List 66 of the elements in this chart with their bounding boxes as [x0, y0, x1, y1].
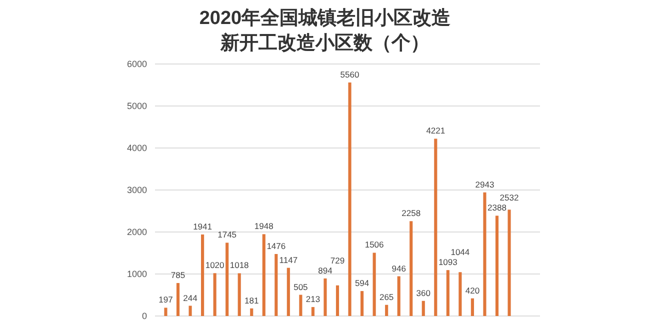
bar: [360, 291, 364, 316]
data-label: 505: [294, 282, 308, 292]
bar: [286, 268, 290, 316]
bar: [262, 234, 266, 316]
bar: [508, 210, 511, 316]
y-tick-label: 1000: [126, 269, 147, 280]
data-label: 244: [183, 292, 198, 303]
bar: [422, 300, 425, 316]
y-tick-label: 5000: [126, 101, 147, 112]
data-label: 197: [158, 294, 174, 305]
bar: [176, 283, 180, 316]
bar: [311, 307, 314, 316]
data-label: 1093: [438, 257, 458, 268]
bar: [226, 242, 229, 316]
data-label: 1044: [450, 247, 470, 258]
bar: [201, 234, 204, 316]
data-label: 420: [465, 285, 480, 296]
bar: [385, 304, 388, 316]
data-label: 1476: [266, 241, 286, 252]
data-label: 2388: [488, 202, 507, 213]
bar: [495, 216, 499, 316]
data-label: 1941: [193, 221, 212, 232]
bar: [410, 221, 413, 316]
bar: [446, 270, 450, 316]
data-label: 360: [416, 288, 431, 298]
data-label: 265: [379, 292, 394, 302]
bar: [188, 306, 192, 316]
data-label: 785: [170, 270, 186, 280]
bar: [299, 294, 302, 316]
bar: [458, 272, 462, 316]
data-label: 1018: [230, 260, 250, 270]
data-label: 2258: [402, 208, 421, 218]
chart-title: 2020年全国城镇老旧小区改造新开工改造小区数（个）: [199, 7, 452, 54]
data-label: 181: [244, 295, 259, 306]
data-label: 594: [354, 278, 370, 288]
bar: [324, 278, 327, 316]
data-label: 1506: [364, 240, 384, 250]
data-label: 5560: [340, 69, 360, 80]
y-tick-label: 4000: [126, 143, 147, 154]
bar: [213, 273, 216, 316]
data-label: 213: [306, 294, 320, 304]
data-label: 729: [330, 255, 345, 266]
bar: [250, 308, 254, 316]
bar: [397, 276, 400, 316]
bar: [483, 192, 486, 316]
bar: [348, 82, 352, 316]
bar: [336, 285, 340, 316]
data-label: 1147: [279, 254, 298, 265]
bar: [372, 252, 376, 316]
data-label: 894: [318, 265, 333, 276]
data-label: 1948: [254, 221, 274, 232]
y-tick-label: 2000: [126, 227, 147, 238]
data-label: 2532: [500, 192, 519, 203]
data-label: 1745: [218, 230, 237, 240]
data-label: 2943: [475, 179, 494, 190]
bar: [470, 298, 474, 316]
bar: [274, 254, 278, 316]
data-label: 4221: [426, 126, 446, 136]
bar: [434, 138, 438, 316]
y-tick-label: 6000: [126, 59, 147, 70]
bar: [238, 273, 241, 316]
y-tick-label: 3000: [126, 185, 147, 196]
y-tick-label: 0: [142, 311, 147, 322]
bar: [164, 308, 168, 316]
data-label: 1020: [205, 260, 225, 270]
data-label: 946: [392, 263, 406, 274]
